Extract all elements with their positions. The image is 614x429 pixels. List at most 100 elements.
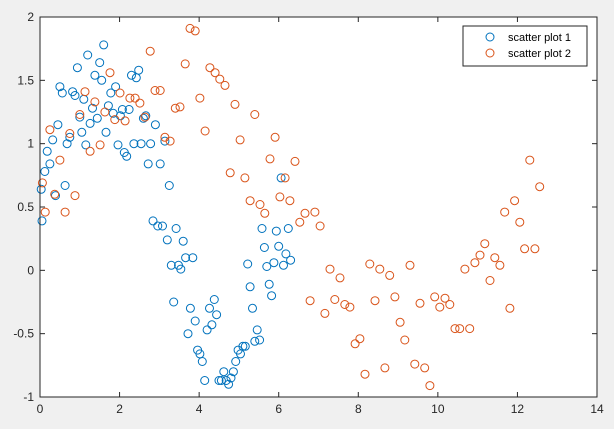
data-point [166,260,176,270]
data-point [195,93,205,103]
data-point [97,75,107,85]
data-point [55,155,65,165]
data-point [75,110,85,119]
data-point [117,105,127,114]
data-point [120,116,130,126]
data-point [42,146,52,156]
data-point [370,296,380,306]
data-point [164,181,174,190]
legend: scatter plot 1 scatter plot 2 [462,25,588,67]
data-point [515,217,525,227]
x-tick-label: 12 [511,402,525,416]
data-point [257,224,267,233]
data-point [210,68,220,78]
data-point [88,103,97,113]
data-point [500,207,510,217]
data-point [150,86,160,95]
x-tick-label: 8 [355,402,362,416]
data-point [40,167,50,176]
data-point [45,159,55,169]
data-point [245,196,255,206]
data-point [209,295,219,304]
data-point [520,244,530,254]
data-point [255,200,265,209]
data-point [240,173,250,183]
data-point [400,335,410,345]
data-point [205,63,215,73]
data-point [315,221,325,231]
data-point [169,297,179,307]
data-point [335,273,345,283]
data-point [276,173,286,183]
data-point [115,88,125,98]
data-point [279,260,288,270]
data-point [75,112,85,122]
data-point [260,208,270,218]
data-point [365,259,375,269]
data-point [350,339,360,349]
data-point [240,341,250,351]
data-point [345,302,355,312]
data-point [60,207,70,217]
data-point [420,363,430,373]
data-point [535,182,545,192]
legend-box [462,25,588,67]
data-point [145,46,155,56]
data-point [295,217,305,227]
data-point [202,325,212,335]
data-point [450,324,460,334]
data-point [95,58,105,68]
data-point [375,264,385,274]
data-point [178,236,188,246]
data-point [212,310,222,320]
data-point [445,300,455,309]
x-tick-label: 6 [275,402,282,416]
data-point [36,184,46,194]
data-point [135,98,145,108]
x-tick-label: 10 [431,402,445,416]
data-point [245,282,255,292]
data-point [330,295,340,304]
data-point [81,140,91,150]
data-point [99,40,109,50]
data-point [158,221,167,231]
data-point [150,120,160,130]
data-point [207,320,217,330]
data-point [225,168,235,178]
data-point [395,317,405,327]
data-point [127,70,136,80]
data-point [480,239,490,249]
data-point [230,99,240,109]
data-point [65,132,75,142]
y-tick-label: 2 [27,10,34,24]
x-tick-label: 2 [116,402,123,416]
data-point [160,136,170,146]
data-point [57,88,67,98]
data-point [148,216,158,226]
data-point [125,93,135,103]
series-1 [36,40,296,389]
data-point [140,112,150,122]
data-point [143,159,153,169]
data-point [435,302,445,312]
data-point [176,264,186,274]
data-point [130,93,140,103]
x-tick-label: 4 [196,402,203,416]
data-point [200,376,210,385]
data-point [259,243,269,252]
data-point [122,151,132,161]
data-point [219,367,229,377]
data-point [286,255,296,265]
data-point [495,260,505,270]
data-point [77,127,87,137]
data-point [300,208,310,218]
data-point [410,359,420,369]
data-point [155,86,165,95]
data-point [146,139,156,149]
data-point [111,82,121,92]
data-point [275,192,285,202]
x-tick-label: 0 [37,402,44,416]
data-point [124,105,134,114]
data-point [470,258,480,268]
data-point [37,216,47,226]
